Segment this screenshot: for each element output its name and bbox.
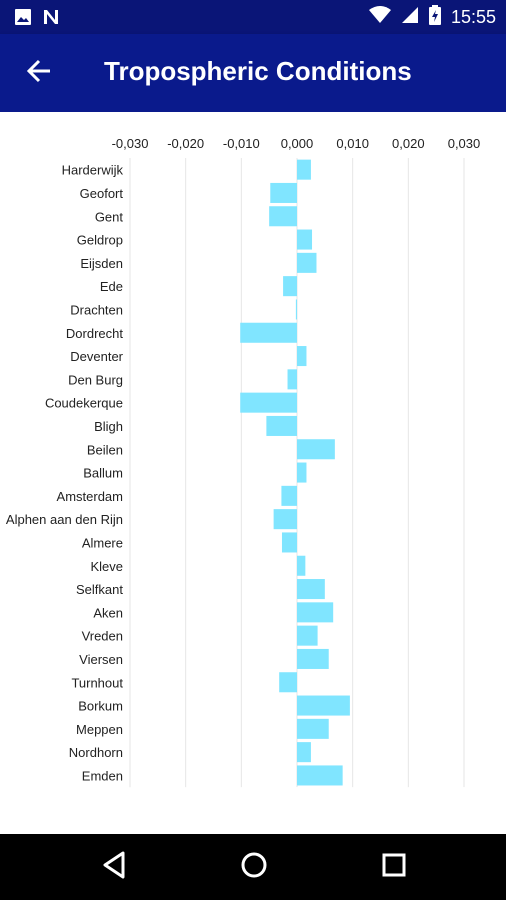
category-label: Deventer bbox=[70, 349, 123, 364]
bar-dordrecht bbox=[240, 322, 297, 343]
nav-back-button[interactable] bbox=[94, 847, 134, 887]
app-bar: Tropospheric Conditions bbox=[0, 34, 506, 112]
category-label: Meppen bbox=[76, 722, 123, 737]
bar-geldrop bbox=[297, 229, 313, 250]
bar-selfkant bbox=[297, 579, 325, 600]
category-label: Alphen aan den Rijn bbox=[6, 512, 123, 527]
bar-emden bbox=[297, 765, 343, 786]
bar-harderwijk bbox=[297, 159, 311, 180]
status-bar: 15:55 bbox=[0, 0, 506, 34]
bar-ballum bbox=[297, 462, 307, 483]
category-label: Ballum bbox=[83, 466, 123, 481]
bar-viersen bbox=[297, 648, 329, 669]
category-label: Beilen bbox=[87, 442, 123, 457]
nav-bar bbox=[0, 834, 506, 900]
category-label: Coudekerque bbox=[45, 396, 123, 411]
category-label: Den Burg bbox=[68, 372, 123, 387]
category-label: Vreden bbox=[82, 629, 123, 644]
category-label: Drachten bbox=[70, 302, 123, 317]
bar-geofort bbox=[270, 182, 297, 203]
bar-coudekerque bbox=[240, 392, 297, 413]
bar-chart: -0,030 -0,020 -0,010 0,000 0,010 0,020 0,030 Ha… bbox=[6, 136, 481, 788]
battery-charging-icon bbox=[428, 4, 441, 30]
bar-amsterdam bbox=[281, 485, 297, 506]
bar-vreden bbox=[297, 625, 318, 646]
category-label: Turnhout bbox=[71, 675, 123, 690]
status-time: 15:55 bbox=[450, 6, 496, 27]
category-label: Kleve bbox=[90, 559, 123, 574]
wifi-icon bbox=[368, 5, 391, 29]
category-label: Gent bbox=[95, 209, 124, 224]
bar-almere bbox=[281, 532, 297, 553]
bar-kleve bbox=[297, 555, 306, 576]
bar-bligh bbox=[266, 415, 297, 436]
x-tick-label: 0,020 bbox=[392, 136, 425, 151]
category-label: Geldrop bbox=[77, 233, 123, 248]
category-label: Selfkant bbox=[76, 582, 123, 597]
bar-deventer bbox=[297, 346, 307, 367]
bar-aken bbox=[297, 602, 334, 623]
image-icon bbox=[14, 8, 32, 31]
triangle-back-icon bbox=[101, 851, 127, 884]
bar-beilen bbox=[297, 439, 335, 460]
category-label: Dordrecht bbox=[66, 326, 123, 341]
bar-meppen bbox=[297, 718, 329, 739]
bar-turnhout bbox=[279, 672, 297, 693]
bar-gent bbox=[269, 206, 297, 227]
page-title: Tropospheric Conditions bbox=[104, 56, 412, 86]
back-button[interactable] bbox=[16, 50, 62, 96]
circle-home-icon bbox=[240, 851, 268, 884]
category-label: Eijsden bbox=[80, 256, 123, 271]
category-label: Nordhorn bbox=[69, 745, 123, 760]
category-label: Viersen bbox=[79, 652, 123, 667]
arrow-left-icon bbox=[26, 58, 52, 89]
bar-den-burg bbox=[287, 369, 297, 390]
category-label: Amsterdam bbox=[57, 489, 123, 504]
bar-nordhorn bbox=[297, 742, 311, 763]
category-label: Almere bbox=[82, 535, 123, 550]
cell-signal-icon bbox=[401, 6, 419, 29]
bar-drachten bbox=[295, 299, 297, 320]
chart-area: -0,030 -0,020 -0,010 0,000 0,010 0,020 0,030 Ha… bbox=[0, 112, 506, 834]
bar-eijsden bbox=[297, 252, 317, 273]
x-tick-label: 0,010 bbox=[336, 136, 369, 151]
bar-borkum bbox=[297, 695, 350, 716]
square-recents-icon bbox=[381, 852, 407, 883]
x-tick-label: -0,010 bbox=[223, 136, 260, 151]
category-label: Emden bbox=[82, 768, 123, 783]
nav-recents-button[interactable] bbox=[374, 847, 414, 887]
category-label: Bligh bbox=[94, 419, 123, 434]
x-tick-label: -0,030 bbox=[112, 136, 149, 151]
bar-ede bbox=[283, 276, 297, 297]
nav-home-button[interactable] bbox=[234, 847, 274, 887]
x-tick-label: 0,000 bbox=[281, 136, 314, 151]
x-tick-label: -0,020 bbox=[167, 136, 204, 151]
bar-alphen-aan-den-rijn bbox=[273, 509, 297, 530]
category-label: Ede bbox=[100, 279, 123, 294]
category-label: Borkum bbox=[78, 699, 123, 714]
category-label: Harderwijk bbox=[62, 163, 124, 178]
category-label: Aken bbox=[93, 605, 123, 620]
x-tick-label: 0,030 bbox=[448, 136, 481, 151]
category-label: Geofort bbox=[80, 186, 124, 201]
n-notification-icon bbox=[42, 8, 60, 31]
